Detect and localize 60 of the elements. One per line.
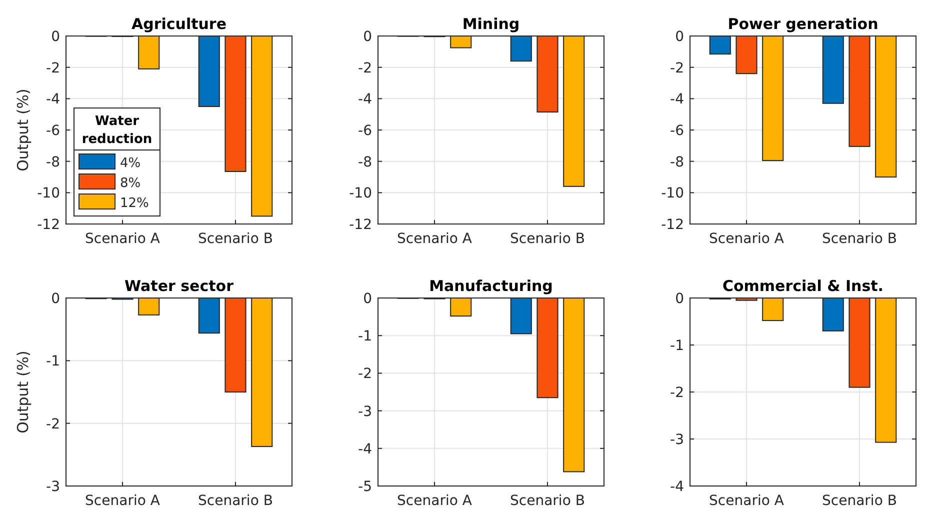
chart-title: Manufacturing [429,277,553,295]
y-tick-label: -2 [670,385,684,401]
x-tick-label: Scenario B [510,231,585,247]
x-tick-label: Scenario B [198,231,273,247]
y-tick-label: -8 [358,154,372,170]
y-tick-label: -4 [46,92,60,108]
y-tick-label: -10 [349,186,372,202]
legend-label: 4% [120,156,141,171]
legend-title: Water reduction [82,114,152,147]
y-tick-label: 0 [363,291,372,307]
y-tick-label: -10 [661,186,684,202]
chart-title: Agriculture [131,15,227,33]
y-tick-label: -6 [670,123,684,139]
x-tick-label: Scenario A [709,231,784,247]
legend-label: 12% [120,196,149,211]
y-tick-label: -3 [46,479,60,495]
y-tick-label: 0 [51,29,60,45]
y-tick-label: -2 [46,60,60,76]
legend-label: 8% [120,176,141,191]
y-tick-label: -6 [46,123,60,139]
y-tick-label: -12 [37,217,60,233]
y-tick-label: -2 [46,416,60,432]
x-tick-label: Scenario B [822,493,897,509]
y-tick-label: -12 [661,217,684,233]
y-tick-label: -4 [358,441,372,458]
chart-title: Commercial & Inst. [722,277,884,295]
x-tick-label: Scenario B [198,493,273,509]
y-tick-label: -5 [358,479,372,495]
x-tick-label: Scenario A [85,231,160,247]
y-tick-label: -3 [670,432,684,448]
y-axis-title: Output (%) [14,88,32,172]
y-tick-label: -3 [358,404,372,420]
y-tick-label: -1 [670,338,684,354]
x-tick-label: Scenario B [510,493,585,509]
y-tick-label: -1 [358,328,372,345]
x-tick-label: Scenario A [709,493,784,509]
y-axis-title: Output (%) [14,350,32,434]
y-tick-label: 0 [51,291,60,307]
y-tick-label: 0 [363,29,372,45]
y-tick-label: -1 [46,354,60,370]
chart-title: Mining [462,15,520,33]
x-tick-label: Scenario B [822,231,897,247]
y-tick-label: -10 [37,186,60,202]
x-tick-label: Scenario A [397,493,472,509]
y-tick-label: -12 [349,217,372,233]
x-tick-label: Scenario A [85,493,160,509]
chart-title: Power generation [728,15,878,33]
y-tick-label: -4 [670,479,684,495]
y-tick-label: -2 [358,60,372,76]
y-tick-label: -8 [46,154,60,170]
y-tick-label: -4 [670,92,684,108]
y-tick-label: -4 [358,92,372,108]
y-tick-label: -8 [670,154,684,170]
y-tick-label: 0 [675,291,684,307]
chart-title: Water sector [124,277,234,295]
x-tick-label: Scenario A [397,231,472,247]
y-tick-label: 0 [675,29,684,45]
y-tick-label: -2 [358,366,372,382]
y-tick-label: -2 [670,60,684,76]
y-tick-label: -6 [358,123,372,139]
